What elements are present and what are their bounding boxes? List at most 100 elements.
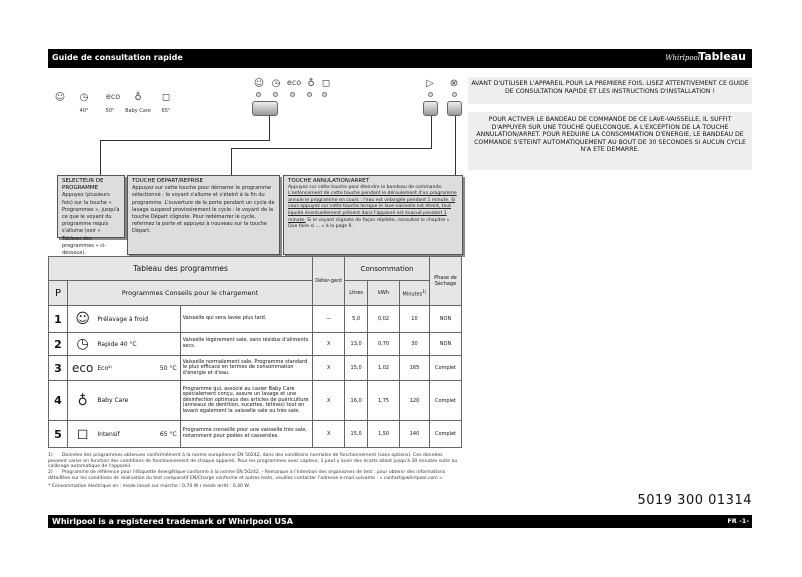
program-number: 4 — [48, 380, 68, 421]
kwh: 1,50 — [367, 420, 400, 448]
program-indicator — [307, 92, 312, 97]
notice-first-use: AVANT D'UTILISER L'APPAREIL POUR LA PREM… — [468, 77, 752, 104]
header-title: Guide de consultation rapide — [52, 53, 183, 62]
cancel-indicator — [452, 92, 457, 97]
notice-activation: POUR ACTIVER LE BANDEAU DE COMMANDE DE C… — [468, 112, 752, 170]
drying-phase: NON — [428, 332, 463, 356]
power-note: * Consommation électrique en : mode lais… — [48, 484, 250, 489]
litres: 16,0 — [344, 380, 369, 421]
info-box-cancel: TOUCHE ANNULATION/ARRET Appuyez sur cette… — [283, 175, 463, 255]
detergent: X — [312, 355, 346, 381]
program-temp-label: 40° — [79, 108, 89, 114]
program-name: Prélavage à froid — [97, 315, 149, 323]
program-name: Rapide 40 °C — [97, 340, 137, 348]
col-kwh: kWh — [367, 280, 400, 306]
document-code: 5019 300 01314 — [637, 493, 752, 508]
program-temp-label: Baby Care — [125, 108, 151, 114]
eco-icon: eco — [105, 92, 121, 101]
detergent: — — [312, 305, 346, 333]
program-indicator — [290, 92, 295, 97]
table-title: Tableau des programmes — [47, 256, 314, 281]
program-description: Programme qui, associé au casier Baby Ca… — [179, 380, 314, 421]
minutes: 165 — [399, 355, 430, 381]
program-temp: 65 °C — [159, 430, 177, 438]
program-selector-button[interactable] — [252, 101, 278, 116]
intensive-pot-icon: ◻ — [321, 78, 331, 89]
program-name: Eco²⁾ — [97, 364, 113, 372]
program-description: Programme conseillé pour une vaisselle t… — [179, 420, 314, 448]
program-number: 5 — [48, 420, 68, 448]
footnote: 1) Données des programmes obtenues confor… — [48, 453, 462, 470]
kwh: 0,70 — [367, 332, 400, 356]
program-temp-label: 65° — [161, 108, 171, 114]
connector — [231, 148, 232, 175]
start-button[interactable] — [423, 101, 438, 116]
box-text: Si le voyant clignote de façon répétée, … — [288, 217, 450, 230]
start-indicator — [428, 92, 433, 97]
page-number: FR -1- — [727, 517, 749, 525]
baby-care-icon: ♁ — [134, 92, 142, 103]
footnote-ref: 1) — [422, 288, 427, 294]
connector — [269, 116, 270, 140]
intensive-pot-icon: ◻ — [66, 420, 98, 448]
minutes: 10 — [399, 305, 430, 333]
table-row: 4 ♁ Baby Care Programme qui, associé au … — [48, 380, 463, 421]
litres: 15,0 — [344, 420, 369, 448]
prewash-icon: ☺ — [66, 305, 98, 333]
baby-care-icon: ♁ — [307, 78, 315, 89]
footnote-number: 1) — [48, 453, 53, 458]
connector — [231, 148, 432, 149]
program-name: Baby Care — [97, 397, 129, 404]
cancel-icon: ⊗ — [449, 78, 459, 89]
rapid-icon: ◷ — [271, 78, 281, 89]
table-row: 2 ◷ Rapide 40 °C Vaisselle légèrement sa… — [48, 332, 463, 356]
program-temp: 50 °C — [159, 364, 177, 372]
program-indicator — [273, 92, 278, 97]
connector — [100, 140, 270, 141]
box-text: Appuyez sur cette touche pour éteindre l… — [288, 184, 443, 190]
prewash-icon: ☺ — [54, 92, 66, 103]
program-number: 1 — [48, 305, 68, 333]
program-description: Vaisselle légèrement sale, sans résidus … — [179, 332, 314, 356]
program-indicator — [322, 92, 327, 97]
connector — [431, 116, 432, 149]
drying-phase: Complet — [428, 380, 463, 421]
program-description: Vaisselle qui sera lavée plus tard. — [179, 305, 314, 333]
col-litres: Litres — [344, 280, 369, 306]
rapid-icon: ◷ — [79, 92, 89, 103]
footer-bar: Whirlpool is a registered trademark of W… — [48, 515, 752, 528]
program-indicator — [256, 92, 261, 97]
col-p: P — [48, 280, 68, 306]
program-description: Vaisselle normalement sale. Programme st… — [179, 355, 314, 381]
box-text: Appuyez sur cette touche pour démarrer l… — [132, 185, 275, 235]
litres: 13,0 — [344, 332, 369, 356]
col-minutes-label: Minutes — [402, 291, 423, 298]
table-row: 1 ☺ Prélavage à froid Vaisselle qui sera… — [48, 305, 463, 333]
prewash-icon: ☺ — [253, 78, 265, 89]
footnote-text: Données des programmes obtenues conformé… — [48, 453, 458, 469]
minutes: 140 — [399, 420, 430, 448]
kwh: 1,75 — [367, 380, 400, 421]
table-row: 5 ◻ Intensif 65 °C Programme conseillé po… — [48, 420, 463, 448]
detergent: X — [312, 332, 346, 356]
drying-phase: Complet — [428, 355, 463, 381]
program-temp-label: 50° — [105, 108, 115, 114]
kwh: 0,02 — [367, 305, 400, 333]
col-program: Programmes Conseils pour le chargement — [66, 280, 314, 306]
detergent: X — [312, 380, 346, 421]
footnote: 2) Programme de référence pour l'étiquett… — [48, 470, 462, 481]
drying-phase: NON — [428, 305, 463, 333]
minutes: 120 — [399, 380, 430, 421]
program-name: Intensif — [97, 430, 120, 438]
drying-phase: Complet — [428, 420, 463, 448]
eco-icon: eco — [286, 78, 302, 87]
box-title: TOUCHE ANNULATION/ARRET — [288, 178, 369, 184]
col-detergent: Déter-gent — [312, 256, 346, 306]
table-row: 3 eco Eco²⁾ 50 °C Vaisselle normalement s… — [48, 355, 463, 381]
col-drying: Phase de Séchage — [428, 256, 463, 306]
footnote-number: 2) — [48, 470, 53, 475]
program-number: 2 — [48, 332, 68, 356]
cancel-button[interactable] — [447, 101, 462, 116]
footnote-text: Programme de référence pour l'étiquette … — [48, 470, 446, 481]
header-bar: Guide de consultation rapide Whirlpool T… — [48, 49, 752, 68]
